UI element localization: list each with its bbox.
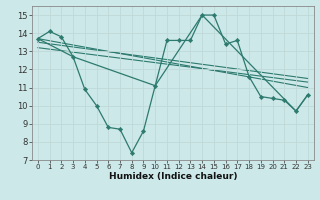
X-axis label: Humidex (Indice chaleur): Humidex (Indice chaleur) [108,172,237,181]
